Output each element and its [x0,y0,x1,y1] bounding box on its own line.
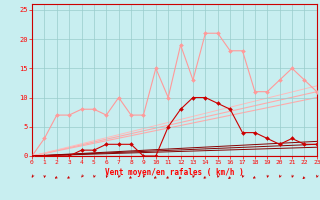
X-axis label: Vent moyen/en rafales ( km/h ): Vent moyen/en rafales ( km/h ) [105,168,244,177]
